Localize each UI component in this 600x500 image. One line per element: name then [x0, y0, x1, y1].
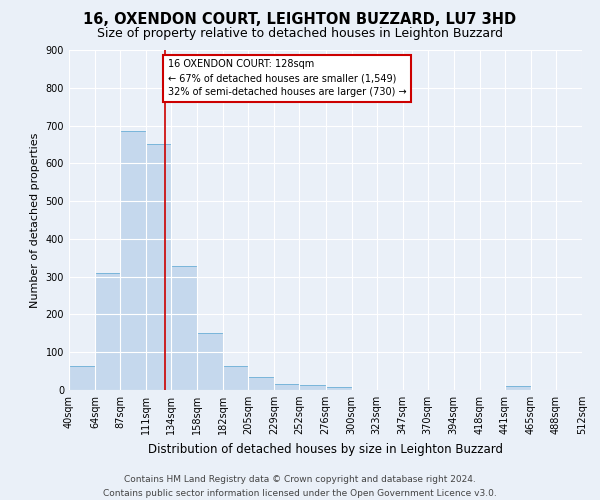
Bar [248, 377, 274, 390]
Bar [146, 144, 171, 390]
X-axis label: Distribution of detached houses by size in Leighton Buzzard: Distribution of detached houses by size … [148, 442, 503, 456]
Bar [171, 266, 197, 390]
Y-axis label: Number of detached properties: Number of detached properties [30, 132, 40, 308]
Text: Contains HM Land Registry data © Crown copyright and database right 2024.
Contai: Contains HM Land Registry data © Crown c… [103, 476, 497, 498]
Text: 16, OXENDON COURT, LEIGHTON BUZZARD, LU7 3HD: 16, OXENDON COURT, LEIGHTON BUZZARD, LU7… [83, 12, 517, 28]
Text: Size of property relative to detached houses in Leighton Buzzard: Size of property relative to detached ho… [97, 28, 503, 40]
Bar [69, 366, 95, 390]
Bar [223, 366, 248, 390]
Bar [120, 131, 146, 390]
Bar [299, 386, 325, 390]
Bar [505, 386, 531, 390]
Bar [326, 388, 352, 390]
Bar [274, 384, 299, 390]
Bar [197, 334, 223, 390]
Text: 16 OXENDON COURT: 128sqm
← 67% of detached houses are smaller (1,549)
32% of sem: 16 OXENDON COURT: 128sqm ← 67% of detach… [168, 60, 407, 98]
Bar [95, 272, 120, 390]
